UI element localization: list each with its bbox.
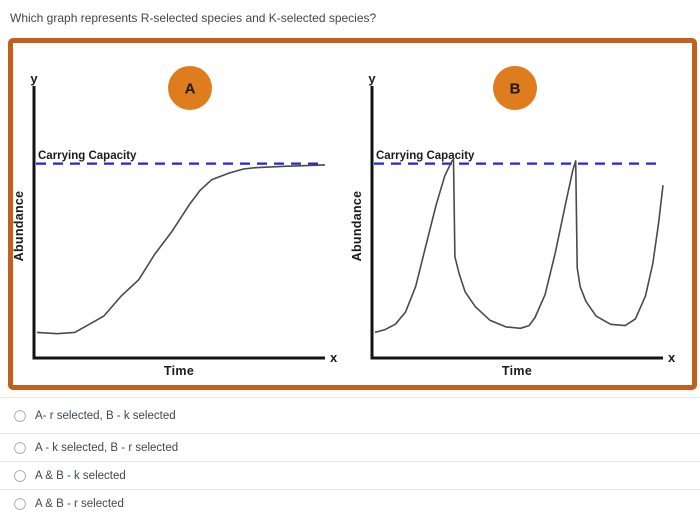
option-4-label: A & B - r selected (35, 497, 124, 510)
question-text: Which graph represents R-selected specie… (10, 11, 377, 25)
carrying-capacity-label-b: Carrying Capacity (376, 150, 475, 162)
population-curve-b (374, 158, 664, 334)
y-axis-title-b: Abundance (350, 191, 364, 262)
answer-option-4[interactable]: A & B - r selected (0, 489, 700, 515)
graph-a: A y x Time Abundance Carrying Capacity (13, 66, 338, 378)
option-1-label: A- r selected, B - k selected (35, 409, 176, 422)
x-axis-letter-b: x (668, 350, 676, 365)
badge-a-label: A (185, 81, 196, 98)
badge-a-circle (168, 66, 212, 110)
radio-button-2[interactable] (14, 441, 26, 454)
answer-options: A- r selected, B - k selected A - k sele… (0, 397, 700, 515)
option-2-label: A - k selected, B - r selected (35, 441, 179, 454)
x-axis-title-a: Time (164, 364, 194, 378)
x-axis-title-b: Time (502, 364, 532, 378)
y-axis-title-a: Abundance (13, 191, 26, 262)
badge-b-label: B (510, 81, 521, 98)
figure-frame: A y x Time Abundance Carrying Capacity B… (8, 38, 697, 390)
x-axis-letter-a: x (330, 350, 338, 365)
badge-b-circle (493, 66, 537, 110)
answer-option-3[interactable]: A & B - k selected (0, 461, 700, 489)
y-axis-letter-b: y (368, 71, 376, 86)
answer-option-1[interactable]: A- r selected, B - k selected (0, 397, 700, 433)
option-3-label: A & B - k selected (35, 469, 126, 482)
radio-button-3[interactable] (14, 469, 26, 482)
population-curve-a (36, 164, 326, 335)
radio-button-4[interactable] (14, 497, 26, 510)
carrying-capacity-label-a: Carrying Capacity (38, 150, 137, 162)
answer-option-2[interactable]: A - k selected, B - r selected (0, 433, 700, 461)
graph-b: B y x Time Abundance Carrying Capacity (350, 66, 676, 378)
y-axis-letter-a: y (30, 71, 38, 86)
radio-button-1[interactable] (14, 409, 26, 422)
